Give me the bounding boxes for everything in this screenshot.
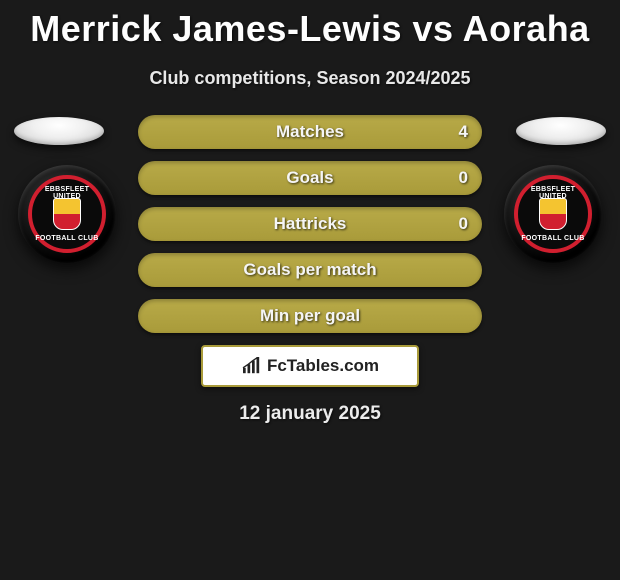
stat-value: 4 — [459, 122, 468, 142]
crest-shield-icon — [53, 198, 81, 230]
crest-text-bottom: FOOTBALL CLUB — [518, 235, 588, 242]
crest-text-bottom: FOOTBALL CLUB — [32, 235, 102, 242]
stat-value: 0 — [459, 168, 468, 188]
stat-label: Min per goal — [260, 306, 360, 326]
branding-box[interactable]: FcTables.com — [201, 345, 419, 387]
bar-chart-icon — [241, 357, 263, 375]
crest-shield-icon — [539, 198, 567, 230]
stat-label: Goals per match — [243, 260, 376, 280]
stat-label: Hattricks — [274, 214, 347, 234]
stat-row-min-per-goal: Min per goal — [138, 299, 482, 333]
stat-row-goals: Goals 0 — [138, 161, 482, 195]
crest-text-top: EBBSFLEET UNITED — [32, 186, 102, 200]
date-label: 12 january 2025 — [0, 403, 620, 425]
page-title: Merrick James-Lewis vs Aoraha — [0, 0, 620, 50]
stat-label: Goals — [286, 168, 333, 188]
photo-placeholder-right — [516, 117, 606, 145]
branding-text: FcTables.com — [267, 356, 379, 376]
stat-value: 0 — [459, 214, 468, 234]
stat-row-matches: Matches 4 — [138, 115, 482, 149]
branding-label: FcTables.com — [241, 356, 379, 376]
comparison-board: EBBSFLEET UNITED FOOTBALL CLUB EBBSFLEET… — [0, 113, 620, 425]
stat-bars: Matches 4 Goals 0 Hattricks 0 Goals per … — [138, 113, 482, 333]
club-crest-right: EBBSFLEET UNITED FOOTBALL CLUB — [504, 165, 602, 263]
crest-text-top: EBBSFLEET UNITED — [518, 186, 588, 200]
stat-row-goals-per-match: Goals per match — [138, 253, 482, 287]
photo-placeholder-left — [14, 117, 104, 145]
stat-row-hattricks: Hattricks 0 — [138, 207, 482, 241]
stat-label: Matches — [276, 122, 344, 142]
subtitle: Club competitions, Season 2024/2025 — [0, 68, 620, 89]
club-crest-left: EBBSFLEET UNITED FOOTBALL CLUB — [18, 165, 116, 263]
